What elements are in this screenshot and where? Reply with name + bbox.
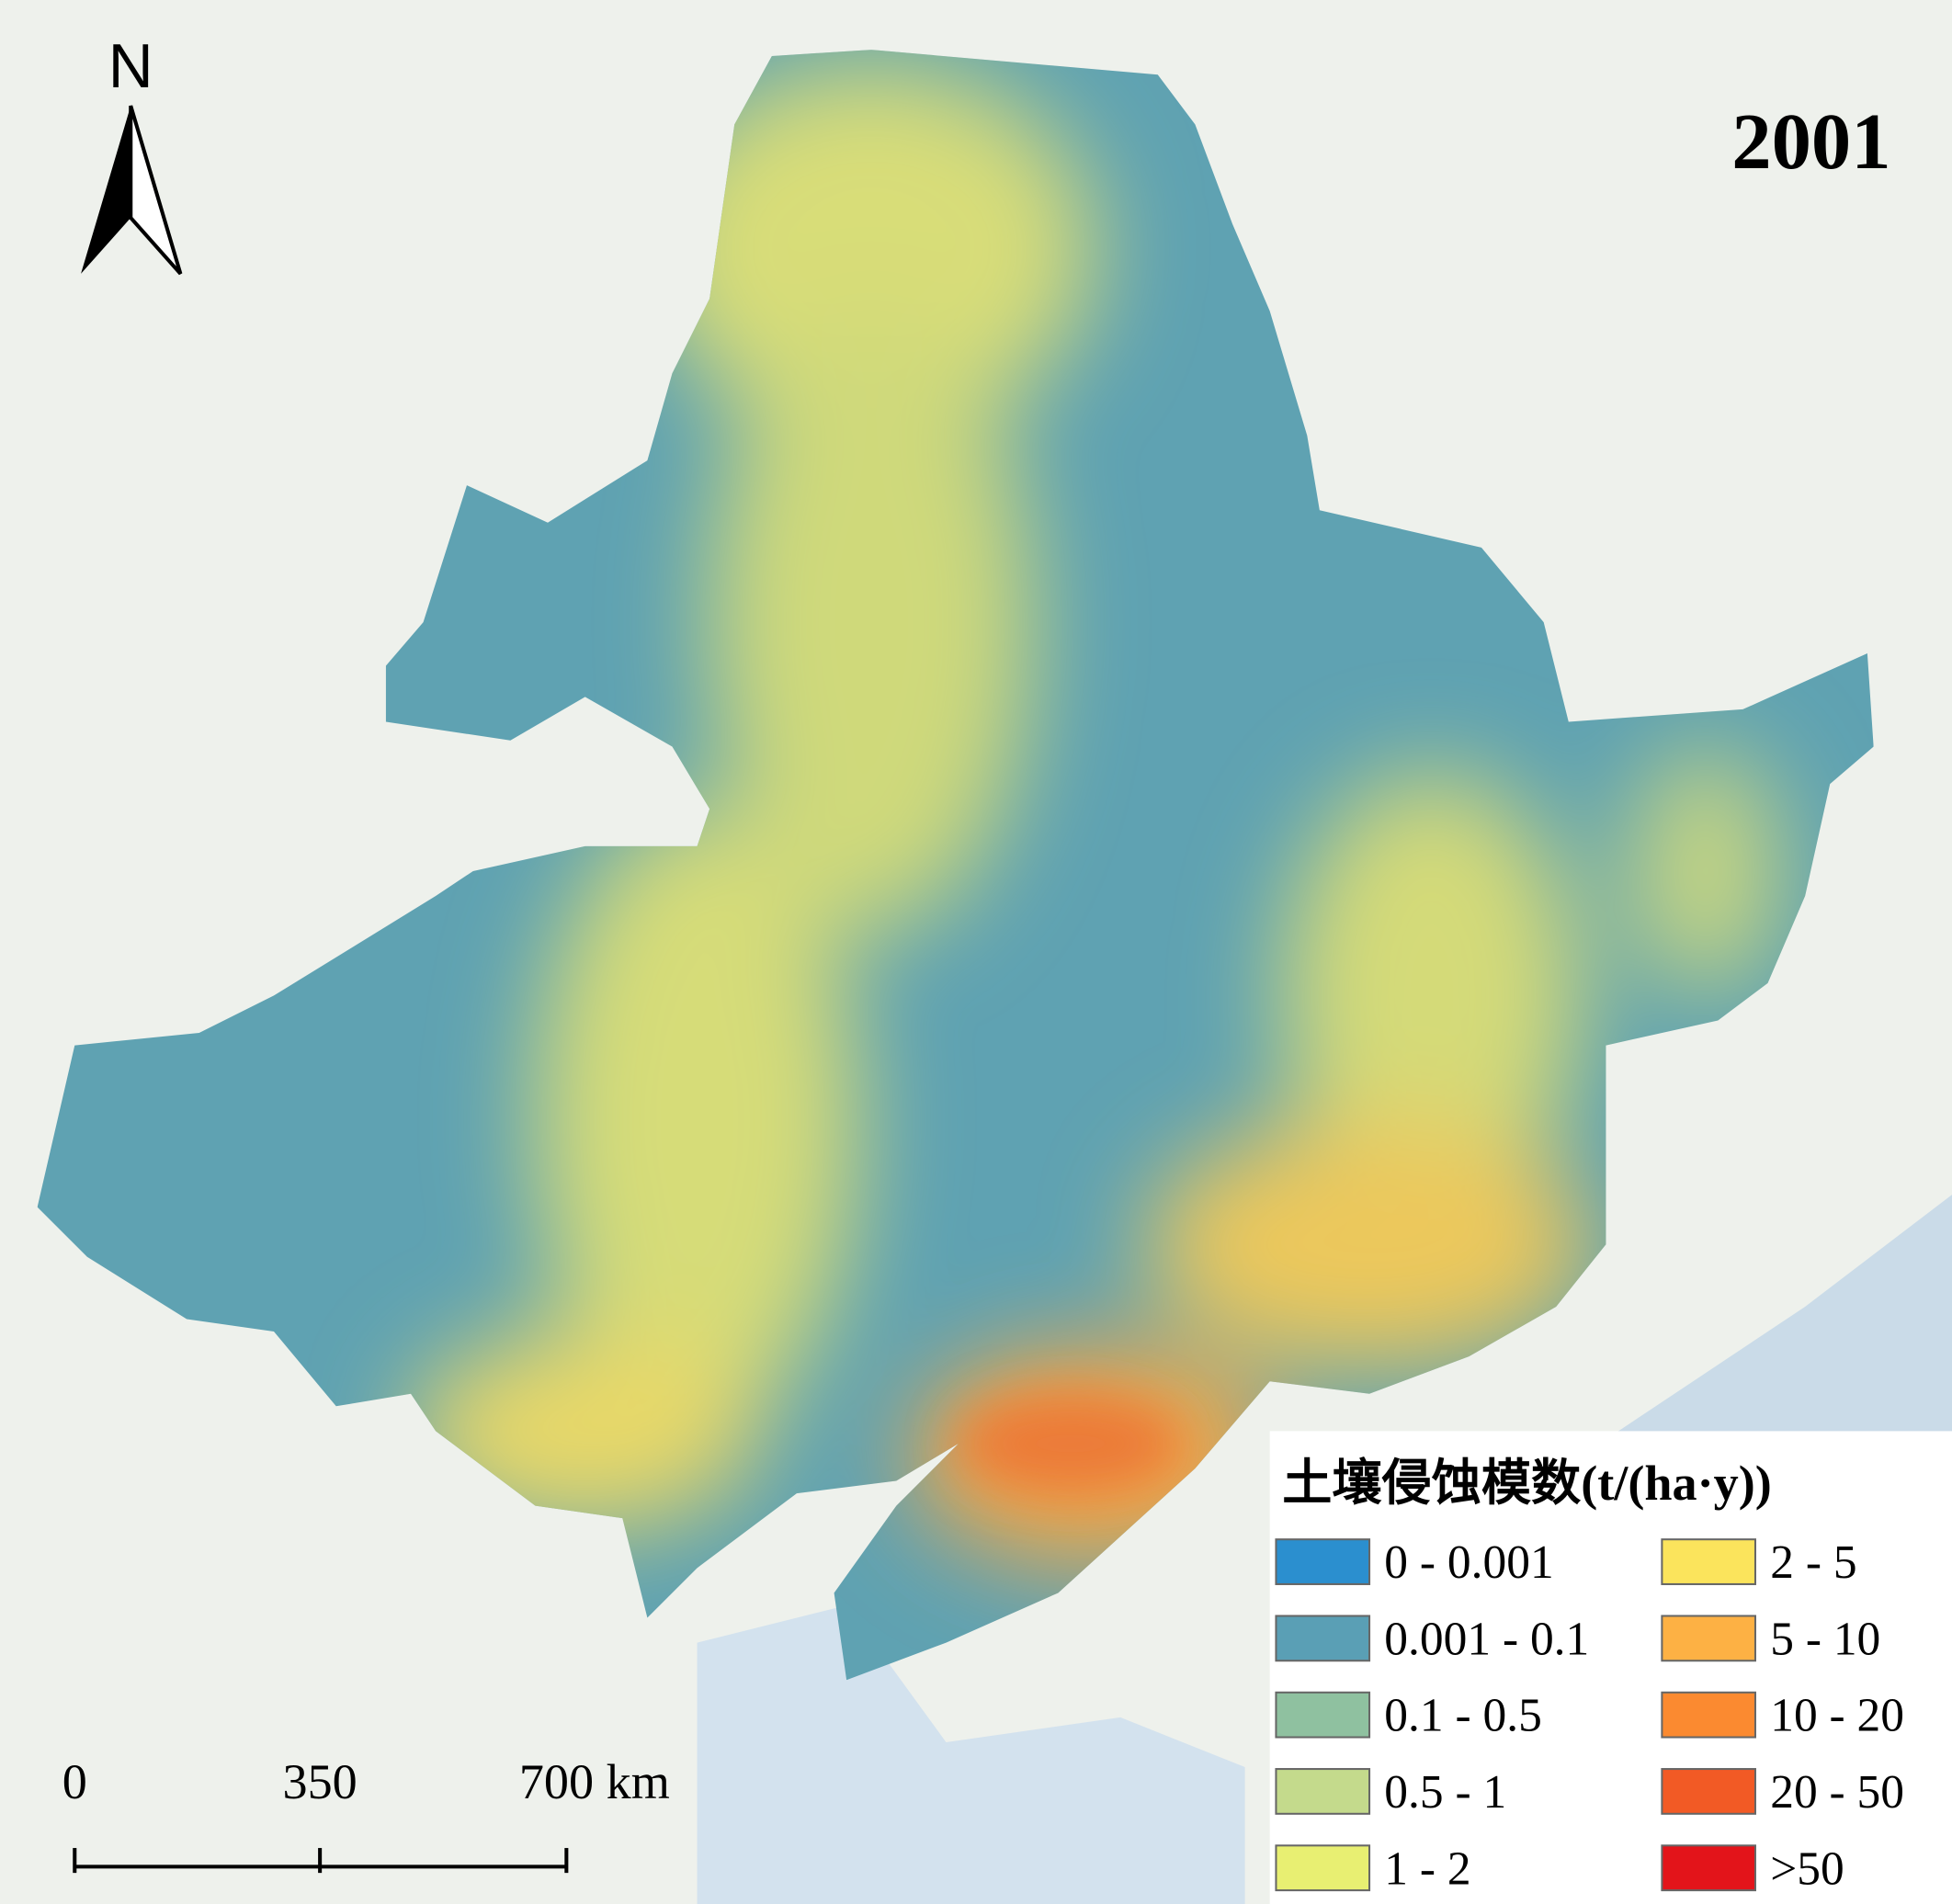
scale-label: 700 km xyxy=(519,1754,670,1809)
legend-label: 10 - 20 xyxy=(1770,1690,1904,1742)
scale-bar: 0 350 700 km xyxy=(62,1754,670,1874)
legend-label: 2 - 5 xyxy=(1770,1536,1856,1589)
legend-swatch xyxy=(1275,1768,1371,1815)
legend-label: 1 - 2 xyxy=(1384,1842,1470,1895)
legend-label: 0.5 - 1 xyxy=(1384,1766,1506,1819)
legend-label: 5 - 10 xyxy=(1770,1613,1880,1665)
legend-label: 0 - 0.001 xyxy=(1384,1536,1553,1589)
legend: 0 - 0.001 0.001 - 0.1 0.1 - 0.5 0.5 - 1 1 - … xyxy=(1275,1536,1904,1895)
zone xyxy=(1145,1119,1594,1369)
legend-swatch xyxy=(1275,1615,1371,1662)
legend-swatch xyxy=(1275,1691,1371,1739)
legend-swatch xyxy=(1275,1538,1371,1585)
zone xyxy=(1630,746,1781,996)
legend-label: >50 xyxy=(1770,1842,1844,1895)
legend-swatch xyxy=(1661,1615,1756,1662)
sea xyxy=(697,1604,1245,1904)
scale-label: 0 xyxy=(62,1754,87,1809)
legend-label: 0.001 - 0.1 xyxy=(1384,1613,1589,1665)
zone xyxy=(535,809,859,1432)
legend-label: 20 - 50 xyxy=(1770,1766,1904,1819)
legend-swatch xyxy=(1661,1844,1756,1892)
legend-swatch xyxy=(1661,1691,1756,1739)
north-label: N xyxy=(108,32,153,101)
legend-title: 土壤侵蚀模数(t/(ha·y)) xyxy=(1282,1456,1772,1511)
north-arrow xyxy=(129,105,183,276)
legend-swatch xyxy=(1661,1538,1756,1585)
scale-label: 350 xyxy=(283,1754,357,1809)
legend-swatch xyxy=(1661,1768,1756,1815)
zone xyxy=(709,311,1034,934)
zone xyxy=(1282,771,1582,1220)
year: 2001 xyxy=(1731,97,1890,186)
legend-label: 0.1 - 0.5 xyxy=(1384,1690,1542,1742)
legend-box xyxy=(1269,1431,1952,1904)
zone xyxy=(647,62,1096,436)
legend-swatch xyxy=(1275,1844,1371,1892)
zone xyxy=(959,1393,1183,1494)
